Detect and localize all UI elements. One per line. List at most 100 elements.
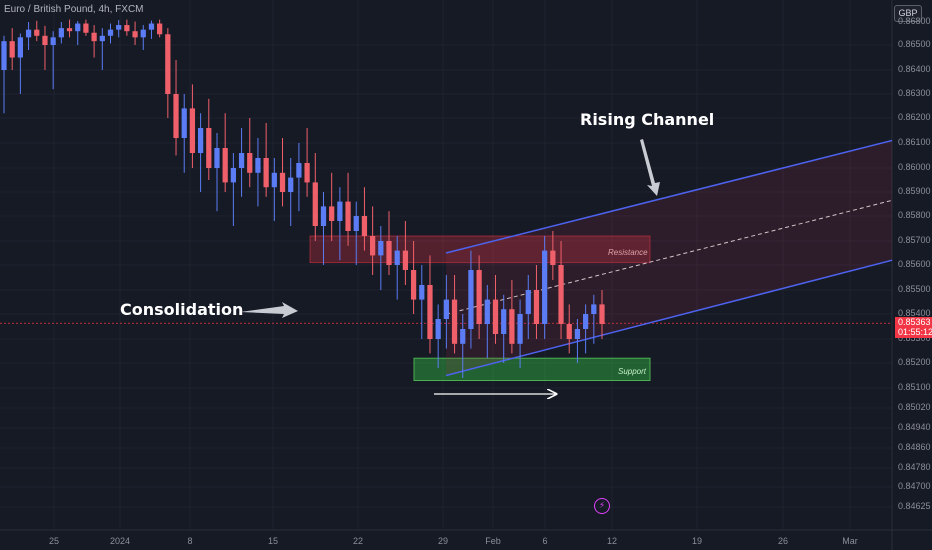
time-label: Mar — [842, 536, 858, 546]
channel-upper-line — [445, 139, 893, 254]
candle-body — [83, 23, 89, 33]
price-label: 0.85900 — [898, 186, 931, 196]
candle-body — [91, 32, 97, 42]
consolidation-label: Consolidation — [120, 300, 244, 319]
candle-body — [288, 177, 294, 192]
candle-body — [181, 108, 187, 138]
candle-body — [394, 250, 400, 265]
candle-body — [517, 314, 523, 344]
candle-body — [591, 304, 597, 314]
candle-body — [1, 41, 7, 70]
lightning-icon[interactable]: ⚡ — [594, 498, 610, 514]
candle-body — [50, 37, 56, 45]
candle-body — [312, 182, 318, 226]
price-label: 0.85100 — [898, 382, 931, 392]
candle-body — [173, 94, 179, 138]
candle-body — [402, 250, 409, 270]
candle-body — [378, 241, 384, 256]
candle-body — [460, 329, 466, 344]
support-zone — [413, 357, 651, 382]
candle-body — [124, 25, 130, 32]
candle-body — [345, 201, 351, 231]
candle-body — [165, 34, 171, 94]
candle-body — [353, 216, 359, 231]
current-price-value: 0.85363 — [898, 317, 931, 327]
candle-body — [222, 148, 228, 183]
time-label: 15 — [267, 536, 279, 546]
price-label: 0.86800 — [898, 16, 931, 26]
price-label: 0.85800 — [898, 210, 931, 220]
candle-body — [238, 153, 245, 168]
candle-body — [304, 163, 310, 183]
candle-body — [255, 158, 261, 173]
currency-button[interactable]: GBP — [894, 5, 922, 22]
candle-body — [509, 309, 515, 344]
candle-body — [427, 285, 433, 339]
price-label: 0.86100 — [898, 137, 931, 147]
candle-body — [157, 23, 163, 35]
candle-body — [17, 37, 24, 58]
channel-fill — [446, 140, 892, 376]
candle-body — [533, 290, 540, 324]
candle-body — [99, 35, 105, 42]
time-label: 19 — [691, 536, 703, 546]
candle-body — [75, 23, 81, 32]
time-label: 12 — [606, 536, 618, 546]
price-label: 0.85600 — [898, 259, 931, 269]
time-label: Feb — [485, 536, 501, 546]
candle-body — [25, 29, 32, 38]
time-label: 6 — [542, 536, 548, 546]
candle-body — [337, 201, 343, 221]
time-label: 22 — [352, 536, 364, 546]
time-label: 25 — [48, 536, 60, 546]
candle-body — [66, 28, 73, 32]
candle-body — [189, 108, 196, 153]
price-label: 0.85300 — [898, 333, 931, 343]
candle-body — [476, 270, 482, 324]
candle-body — [501, 309, 507, 334]
time-label: 2024 — [109, 536, 131, 546]
price-label: 0.86300 — [898, 88, 931, 98]
candle-body — [329, 206, 335, 221]
candle-body — [443, 299, 449, 319]
price-label: 0.84700 — [898, 481, 931, 491]
candle-body — [525, 290, 531, 314]
candle-body — [271, 172, 277, 188]
price-label: 0.84625 — [898, 501, 931, 511]
support-label: Support — [618, 367, 647, 376]
time-label: 8 — [187, 536, 193, 546]
candle-body — [410, 270, 417, 300]
candle-body — [197, 128, 204, 153]
time-label: 29 — [437, 536, 449, 546]
candle-body — [206, 128, 212, 168]
price-label: 0.86400 — [898, 64, 931, 74]
candle-body — [566, 324, 572, 339]
price-label: 0.84860 — [898, 442, 931, 452]
resistance-label: Resistance — [608, 248, 648, 257]
candle-body — [574, 329, 581, 339]
candle-body — [107, 29, 114, 36]
price-label: 0.84780 — [898, 462, 931, 472]
current-price-tag: 0.85363 01:55:12 — [895, 317, 932, 338]
rising-channel-arrow — [640, 139, 660, 196]
candle-body — [451, 299, 458, 344]
consolidation-arrow — [240, 302, 298, 318]
price-label: 0.84940 — [898, 422, 931, 432]
candle-body — [582, 314, 589, 329]
candle-body — [230, 168, 236, 183]
candle-body — [468, 270, 474, 329]
price-label: 0.86200 — [898, 112, 931, 122]
candle-body — [148, 23, 155, 30]
price-label: 0.85700 — [898, 235, 931, 245]
candle-body — [320, 206, 327, 226]
price-label: 0.85020 — [898, 402, 931, 412]
candle-body — [492, 299, 499, 334]
candle-body — [550, 250, 556, 265]
candle-body — [361, 216, 368, 236]
candle-body — [419, 285, 425, 300]
candle-body — [558, 265, 564, 324]
candle-body — [34, 29, 40, 36]
candle-body — [370, 236, 376, 256]
